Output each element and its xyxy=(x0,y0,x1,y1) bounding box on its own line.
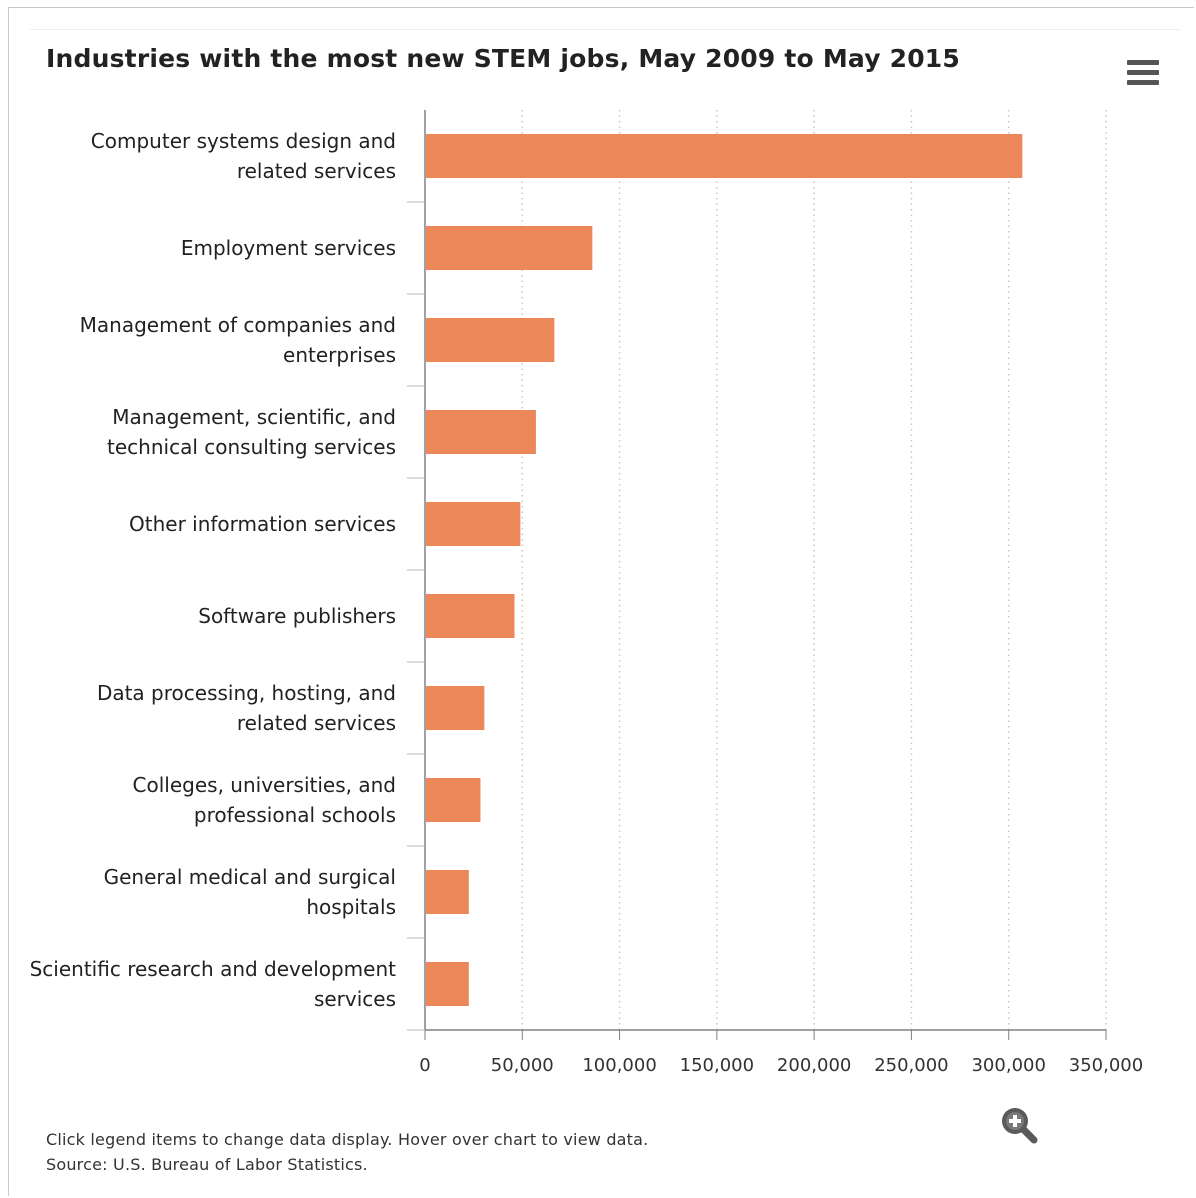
bar-7[interactable] xyxy=(426,686,485,730)
x-tick-label: 250,000 xyxy=(874,1055,948,1076)
x-tick-label: 300,000 xyxy=(971,1055,1045,1076)
x-tick-label: 0 xyxy=(419,1055,430,1076)
category-label: Management of companies and xyxy=(80,313,396,337)
category-label: Computer systems design and xyxy=(91,129,396,153)
chart-source: Source: U.S. Bureau of Labor Statistics. xyxy=(46,1155,368,1174)
category-label: Data processing, hosting, and xyxy=(97,681,396,705)
bar-9[interactable] xyxy=(426,870,469,914)
category-label: enterprises xyxy=(283,343,396,367)
chart-title: Industries with the most new STEM jobs, … xyxy=(46,44,960,73)
bar-5[interactable] xyxy=(426,502,521,546)
bar-2[interactable] xyxy=(426,226,593,270)
category-label: related services xyxy=(237,159,396,183)
category-label: technical consulting services xyxy=(107,435,396,459)
zoom-in-magnifier-icon[interactable] xyxy=(998,1104,1042,1148)
x-tick-label: 200,000 xyxy=(777,1055,851,1076)
category-label: Software publishers xyxy=(198,604,396,628)
top-divider xyxy=(30,29,1180,30)
x-tick-label: 100,000 xyxy=(582,1055,656,1076)
bar-6[interactable] xyxy=(426,594,515,638)
category-label: Scientific research and development xyxy=(30,957,397,981)
x-tick-label: 50,000 xyxy=(491,1055,554,1076)
bar-3[interactable] xyxy=(426,318,555,362)
chart-container xyxy=(8,7,1194,1196)
category-label: Employment services xyxy=(181,236,396,260)
x-tick-label: 150,000 xyxy=(680,1055,754,1076)
bar-10[interactable] xyxy=(426,962,469,1006)
category-label: Management, scientific, and xyxy=(112,405,396,429)
chart-instructions: Click legend items to change data displa… xyxy=(46,1130,649,1149)
x-tick-label: 350,000 xyxy=(1069,1055,1143,1076)
category-label: Other information services xyxy=(129,512,396,536)
category-label: General medical and surgical xyxy=(104,865,396,889)
category-label: services xyxy=(314,987,396,1011)
bar-4[interactable] xyxy=(426,410,536,454)
category-label: Colleges, universities, and xyxy=(133,773,396,797)
bar-1[interactable] xyxy=(426,134,1023,178)
category-label: professional schools xyxy=(194,803,396,827)
category-label: related services xyxy=(237,711,396,735)
bar-8[interactable] xyxy=(426,778,481,822)
category-label: hospitals xyxy=(306,895,396,919)
hamburger-menu-icon[interactable] xyxy=(1124,58,1162,90)
